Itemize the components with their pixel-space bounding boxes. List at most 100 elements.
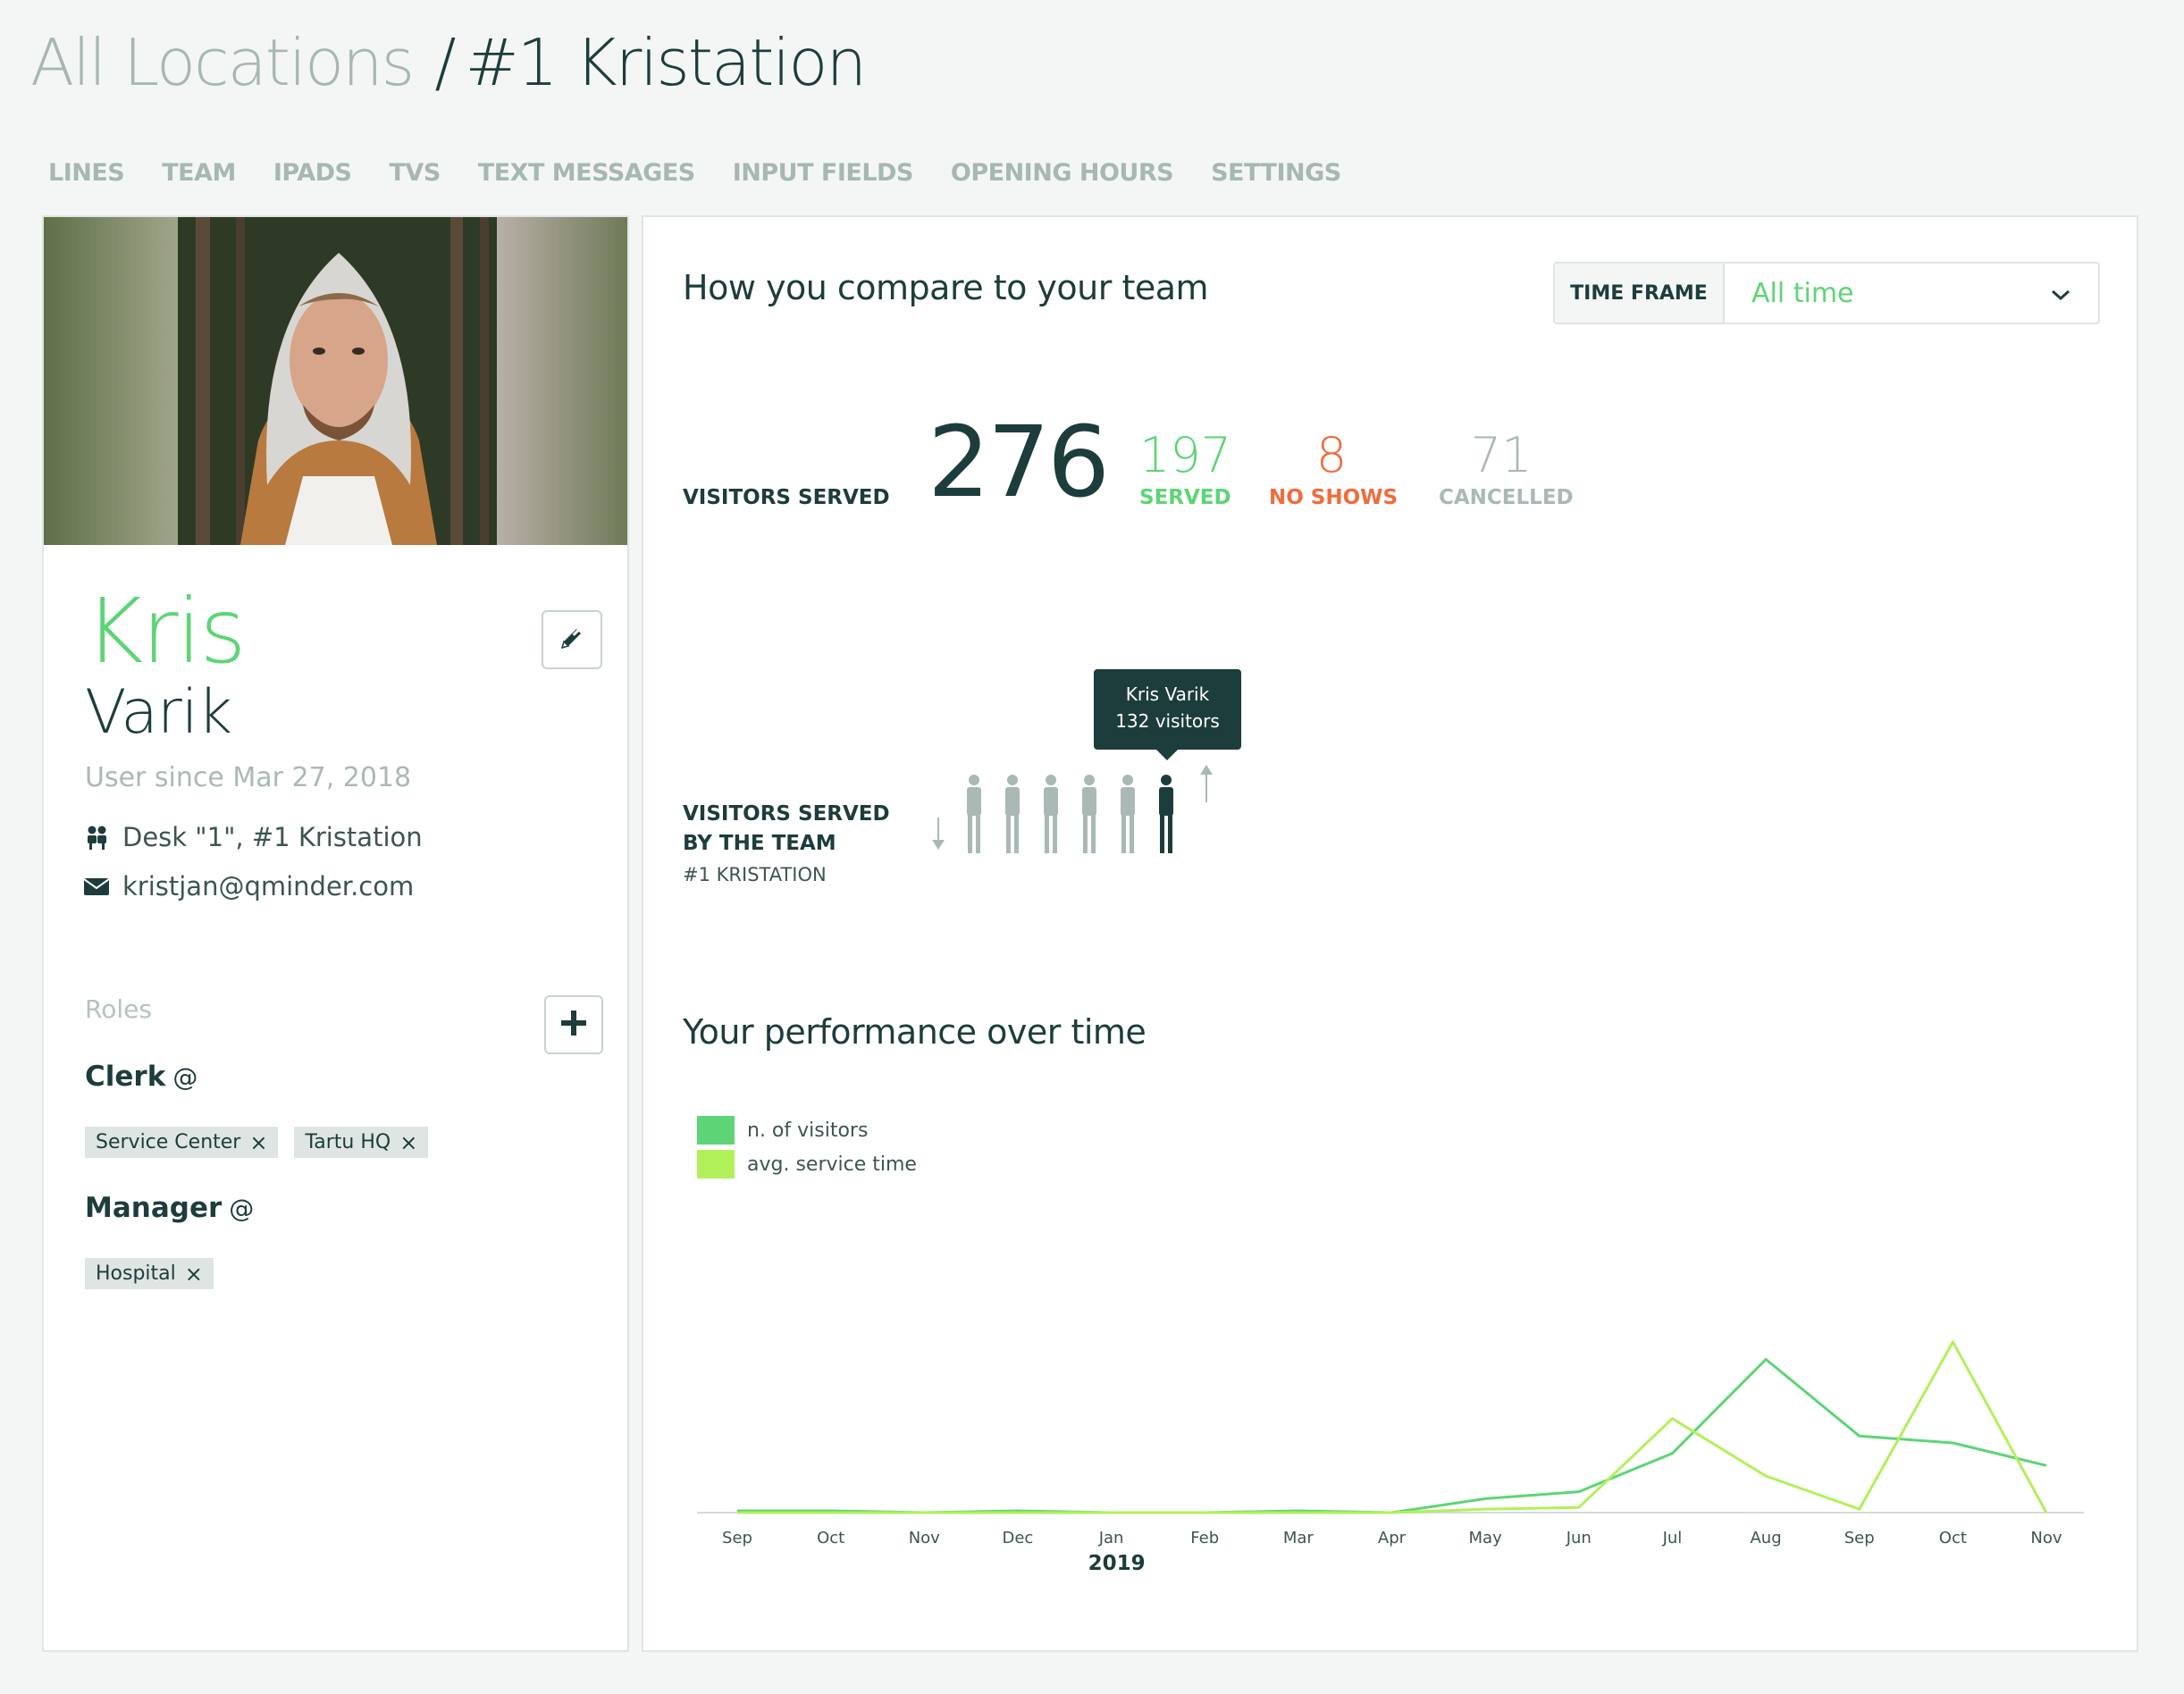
person-icon [1005,775,1020,853]
chip-label: Tartu HQ [305,1131,391,1153]
location-chip: Tartu HQ × [294,1127,429,1158]
team-served-label-line1: VISITORS SERVED [683,802,890,826]
performance-title: Your performance over time [683,1012,1147,1052]
series-line-visitors [737,1357,2047,1514]
time-frame-selected: All time [1751,277,1854,309]
plus-icon [559,1009,588,1041]
legend-swatch-visitors [697,1116,735,1145]
user-since-text: User since Mar 27, 2018 [85,762,412,793]
series-line-service-time [737,1340,2048,1514]
team-member-tooltip: Kris Varik 132 visitors [1094,669,1241,760]
person-icon-highlighted [1159,775,1173,853]
served-count: 197 [1139,427,1232,483]
served-stat: 197 SERVED [1139,427,1232,509]
tooltip-value: 132 visitors [1115,710,1220,732]
time-frame-value: All time [1725,264,2098,323]
tab-input-fields[interactable]: INPUT FIELDS [732,159,914,187]
envelope-icon [83,876,110,897]
breadcrumb: All Locations / #1 Kristation [30,25,867,100]
role-title-manager: Manager @ [85,1192,254,1224]
noshows-label: NO SHOWS [1269,486,1399,509]
legend-service-time: avg. service time [697,1150,917,1178]
served-label: SERVED [1139,486,1231,509]
x-tick-label: Apr [1378,1529,1407,1547]
chevron-down-icon [2050,278,2071,309]
x-tick-label: Nov [2030,1529,2062,1547]
team-location-label: #1 KRISTATION [683,864,827,885]
team-served-label: VISITORS SERVED BY THE TEAM [683,800,890,859]
compare-title: How you compare to your team [683,268,1209,307]
person-icon [1044,775,1058,853]
person-icon [1121,775,1135,853]
role-at-symbol: @ [172,1062,198,1092]
team-served-label-line2: BY THE TEAM [683,832,836,855]
arrow-up-icon [1200,765,1213,802]
x-tick-label: Oct [1939,1529,1967,1547]
visitors-total: 276 [928,405,1110,519]
pencil-icon [559,625,585,655]
remove-chip-icon[interactable]: × [249,1129,268,1155]
desk-info: Desk "1", #1 Kristation [83,822,423,852]
tab-opening-hours[interactable]: OPENING HOURS [950,159,1174,187]
noshows-count: 8 [1315,427,1348,483]
tab-team[interactable]: TEAM [162,159,236,187]
tab-lines[interactable]: LINES [48,159,125,187]
time-frame-label: TIME FRAME [1555,264,1725,323]
tooltip-name: Kris Varik [1125,683,1210,705]
tab-tvs[interactable]: TVS [389,159,441,187]
chip-label: Hospital [96,1262,176,1285]
profile-photo-image [44,217,627,545]
remove-chip-icon[interactable]: × [399,1129,418,1155]
chip-label: Service Center [96,1131,241,1153]
x-year-label: 2019 [1088,1552,1146,1575]
person-icon [967,775,981,853]
person-icon [1082,775,1096,853]
x-tick-label: Jan [1098,1529,1124,1547]
roles-label: Roles [85,994,152,1024]
role-title-clerk: Clerk @ [85,1061,197,1093]
x-tick-label: Oct [817,1529,844,1547]
email-info: kristjan@qminder.com [83,871,414,902]
legend-label-visitors: n. of visitors [747,1119,869,1142]
x-tick-label: Nov [909,1529,940,1547]
legend-visitors: n. of visitors [697,1116,868,1145]
x-tick-label: Aug [1750,1529,1781,1547]
location-chip: Service Center × [85,1127,279,1158]
cancelled-count: 71 [1470,427,1533,483]
cancelled-label: CANCELLED [1439,486,1574,509]
arrow-down-icon [932,818,945,850]
legend-swatch-service-time [697,1150,735,1178]
manager-location-chips: Hospital × [85,1258,214,1289]
profile-photo [44,217,627,545]
cancelled-stat: 71 CANCELLED [1439,427,1574,509]
x-tick-label: Jun [1566,1529,1592,1547]
x-tick-label: Feb [1190,1529,1219,1547]
email-text[interactable]: kristjan@qminder.com [122,871,415,902]
tab-ipads[interactable]: IPADS [273,159,352,187]
clerk-location-chips: Service Center × Tartu HQ × [85,1127,429,1158]
profile-first-name: Kris [85,579,247,683]
breadcrumb-current-location: #1 Kristation [465,25,867,100]
edit-profile-button[interactable] [542,610,602,669]
role-at-symbol: @ [229,1194,255,1223]
breadcrumb-separator: / [434,25,456,100]
tab-text-messages[interactable]: TEXT MESSAGES [477,159,695,187]
location-tabs: LINES TEAM IPADS TVS TEXT MESSAGES INPUT… [48,159,1341,187]
stats-card: How you compare to your team TIME FRAME … [642,215,2138,1652]
add-role-button[interactable] [544,995,603,1054]
profile-card: Kris Varik User since Mar 27, 2018 Desk … [42,215,629,1652]
people-icon [83,824,110,851]
x-tick-label: Mar [1283,1529,1315,1547]
role-name: Clerk [85,1061,166,1093]
remove-chip-icon[interactable]: × [184,1261,203,1287]
x-tick-label: May [1469,1529,1503,1547]
role-name: Manager [85,1192,223,1224]
x-tick-label: Sep [722,1529,752,1547]
legend-label-service-time: avg. service time [747,1153,917,1176]
tab-settings[interactable]: SETTINGS [1211,159,1341,187]
breadcrumb-all-locations[interactable]: All Locations [30,25,415,100]
x-tick-label: Dec [1003,1529,1034,1547]
visitors-served-label: VISITORS SERVED [683,486,890,509]
noshows-stat: 8 NO SHOWS [1269,427,1399,509]
time-frame-select[interactable]: TIME FRAME All time [1553,262,2100,324]
